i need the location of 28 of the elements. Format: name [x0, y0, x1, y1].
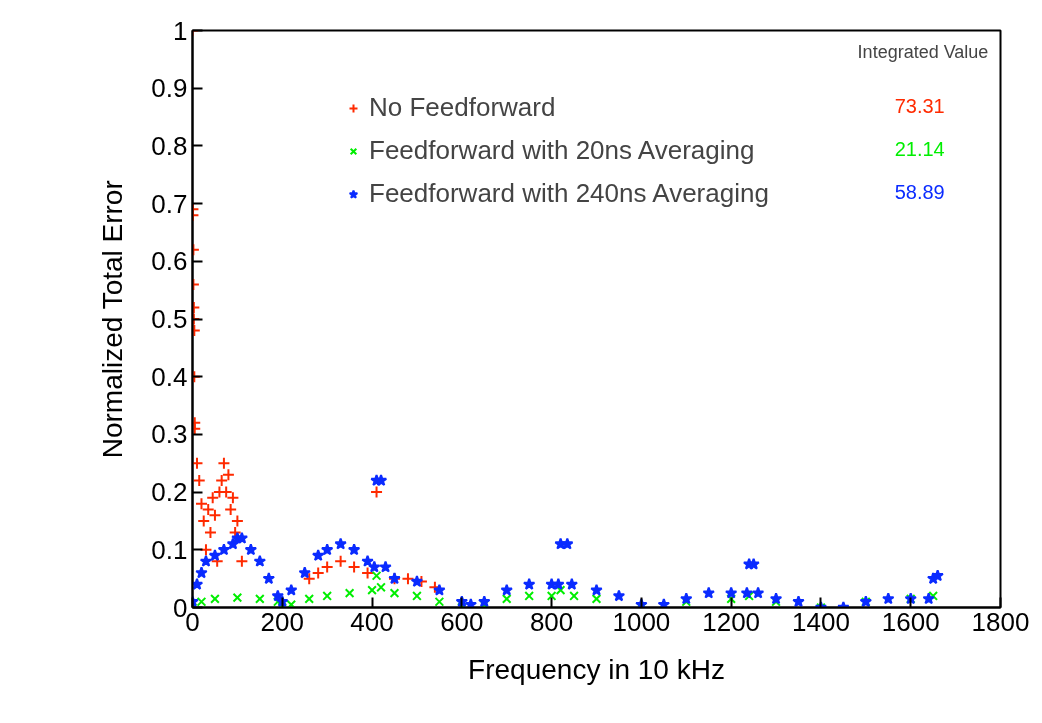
y-tick-label: 1 [173, 15, 188, 46]
y-tick-label: 0.8 [151, 130, 188, 161]
x-tick-label: 400 [350, 606, 394, 637]
x-tick-label: 200 [260, 606, 304, 637]
x-tick-label: 1200 [702, 606, 761, 637]
y-tick-label: 0.5 [151, 304, 188, 334]
x-tick-label: 1600 [881, 606, 940, 637]
x-tick-label: 600 [440, 606, 484, 637]
x-tick-label: 800 [529, 606, 574, 637]
legend-label: Feedforward with 240ns Averaging [369, 178, 769, 209]
annotation: 21.14 [894, 137, 945, 160]
x-tick-label: 1400 [792, 606, 850, 637]
x-axis-title: Frequency in 10 kHz [468, 653, 725, 685]
legend-title: Integrated Value [857, 42, 989, 63]
y-tick-label: 0.2 [151, 477, 188, 508]
y-tick-label: 0.3 [151, 419, 188, 450]
x-tick-label: 1000 [612, 606, 671, 637]
x-tick-label: 1800 [971, 606, 1030, 637]
legend-label: No Feedforward [369, 92, 556, 123]
y-tick-label: 0.9 [151, 73, 188, 104]
y-axis-title: Normalized Total Error [97, 180, 129, 459]
y-tick-label: 0.1 [151, 534, 188, 565]
legend-label: Feedforward with 20ns Averaging [369, 135, 755, 166]
annotation: 73.31 [894, 94, 945, 117]
annotation: 58.89 [894, 181, 945, 204]
y-tick-label: 0.6 [151, 246, 188, 277]
y-tick-label: 0.7 [151, 188, 188, 219]
y-tick-label: 0.4 [151, 361, 188, 392]
